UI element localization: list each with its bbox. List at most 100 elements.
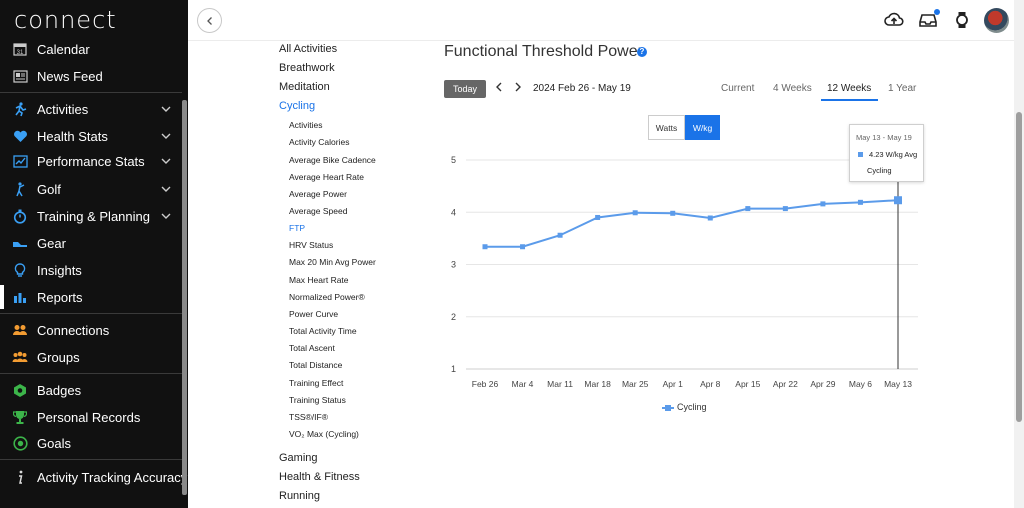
tab-1-year[interactable]: 1 Year <box>888 83 917 94</box>
active-indicator <box>0 285 4 309</box>
unit-toggle-wkg[interactable]: W/kg <box>685 115 720 140</box>
help-icon[interactable]: ? <box>637 47 647 57</box>
sidebar-item-label: Badges <box>37 382 82 398</box>
report-item[interactable]: Normalized Power® <box>289 292 365 302</box>
y-tick-label: 4 <box>451 207 456 217</box>
report-item[interactable]: TSS®/IF® <box>289 412 328 422</box>
sidebar-item-activity-tracking-accuracy[interactable]: Activity Tracking Accuracy <box>0 465 187 489</box>
sidebar-item-reports[interactable]: Reports <box>0 285 182 309</box>
x-tick-label: Apr 22 <box>773 379 798 389</box>
watch-icon <box>956 12 968 28</box>
data-point <box>820 201 826 207</box>
report-item[interactable]: Max 20 Min Avg Power <box>289 257 376 267</box>
chevron-down-icon[interactable] <box>160 210 172 222</box>
news-feed-icon <box>12 68 28 84</box>
inbox-button[interactable] <box>917 9 939 31</box>
data-point <box>557 232 563 238</box>
sidebar-item-goals[interactable]: Goals <box>0 431 182 455</box>
stopwatch-icon <box>12 208 28 224</box>
bar-chart-icon <box>12 289 28 305</box>
sidebar-item-activities[interactable]: Activities <box>0 97 182 121</box>
chart-tooltip: May 13 - May 19 4.23 W/kg Avg Cycling <box>849 124 924 182</box>
collapse-sidebar-button[interactable] <box>197 8 222 33</box>
upload-button[interactable] <box>883 9 905 31</box>
report-item[interactable]: Power Curve <box>289 309 339 319</box>
sidebar-item-training-planning[interactable]: Training & Planning <box>0 204 182 228</box>
report-item[interactable]: HRV Status <box>289 240 334 250</box>
sidebar-divider <box>0 92 182 93</box>
x-tick-label: May 6 <box>849 379 872 389</box>
main-scrollbar[interactable] <box>1014 0 1024 508</box>
sidebar-item-label: Goals <box>37 435 71 451</box>
report-item[interactable]: Average Heart Rate <box>289 172 364 182</box>
report-item[interactable]: Activity Calories <box>289 137 350 147</box>
report-item[interactable]: Total Distance <box>289 360 343 370</box>
chevron-down-icon[interactable] <box>160 103 172 115</box>
report-item[interactable]: Training Status <box>289 395 346 405</box>
main-scrollbar-thumb[interactable] <box>1016 112 1022 422</box>
report-category-cycling[interactable]: Cycling <box>279 100 316 112</box>
avatar[interactable] <box>984 8 1009 33</box>
running-figure-icon <box>12 101 28 117</box>
series-line-cycling <box>485 199 899 248</box>
report-category-health-fitness[interactable]: Health & Fitness <box>279 471 360 483</box>
sidebar-item-personal-records[interactable]: Personal Records <box>0 405 182 429</box>
sidebar-item-groups[interactable]: Groups <box>0 345 182 369</box>
sidebar-item-performance-stats[interactable]: Performance Stats <box>0 149 182 173</box>
chevron-down-icon[interactable] <box>160 183 172 195</box>
previous-period-button[interactable] <box>495 81 503 96</box>
next-period-button[interactable] <box>514 81 522 96</box>
sidebar-item-news-feed[interactable]: News Feed <box>0 64 182 88</box>
report-category-breathwork[interactable]: Breathwork <box>279 62 335 74</box>
unit-toggle-watts[interactable]: Watts <box>648 115 685 140</box>
chevron-down-icon[interactable] <box>160 155 172 167</box>
report-item[interactable]: Average Power <box>289 189 347 199</box>
report-item[interactable]: VO₂ Max (Cycling) <box>289 429 359 439</box>
report-item[interactable]: Max Heart Rate <box>289 275 349 285</box>
legend-label-cycling[interactable]: Cycling <box>677 402 707 412</box>
report-item[interactable]: Average Bike Cadence <box>289 155 376 165</box>
report-category-all-activities[interactable]: All Activities <box>279 43 338 55</box>
sidebar: connect 31 Calendar News Feed Activities <box>0 0 188 508</box>
sidebar-item-label: Calendar <box>37 41 90 57</box>
sidebar-item-health-stats[interactable]: Health Stats <box>0 124 182 148</box>
sidebar-item-gear[interactable]: Gear <box>0 231 182 255</box>
y-tick-label: 3 <box>451 260 456 270</box>
sidebar-item-insights[interactable]: Insights <box>0 258 182 282</box>
data-point <box>670 210 676 216</box>
chevron-left-icon <box>206 16 212 25</box>
tab-12-weeks[interactable]: 12 Weeks <box>827 83 872 94</box>
sidebar-divider <box>0 459 182 460</box>
report-item[interactable]: Total Activity Time <box>289 326 357 336</box>
report-category-meditation[interactable]: Meditation <box>279 81 330 93</box>
chevron-down-icon[interactable] <box>160 130 172 142</box>
report-item[interactable]: Training Effect <box>289 378 344 388</box>
sidebar-item-label: Activities <box>37 101 89 117</box>
heart-icon <box>12 128 28 144</box>
sidebar-item-label: Training & Planning <box>37 208 150 224</box>
report-item-ftp[interactable]: FTP <box>289 223 306 233</box>
report-item[interactable]: Average Speed <box>289 206 348 216</box>
groups-icon <box>12 349 28 365</box>
devices-button[interactable] <box>951 9 973 31</box>
sidebar-item-connections[interactable]: Connections <box>0 318 182 342</box>
today-button[interactable]: Today <box>444 80 486 98</box>
sidebar-item-calendar[interactable]: 31 Calendar <box>0 37 182 61</box>
sidebar-item-golf[interactable]: Golf <box>0 177 182 201</box>
tab-current[interactable]: Current <box>721 83 755 94</box>
x-tick-label: Mar 11 <box>547 379 573 389</box>
report-category-gaming[interactable]: Gaming <box>279 452 318 464</box>
report-item[interactable]: Total Ascent <box>289 343 335 353</box>
report-item[interactable]: Activities <box>289 120 323 130</box>
sidebar-item-label: Performance Stats <box>37 153 145 169</box>
lightbulb-icon <box>12 262 28 278</box>
sidebar-scrollbar[interactable] <box>182 100 187 495</box>
sidebar-item-badges[interactable]: Badges <box>0 378 182 402</box>
x-tick-label: Mar 4 <box>512 379 534 389</box>
tab-4-weeks[interactable]: 4 Weeks <box>773 83 812 94</box>
report-category-running[interactable]: Running <box>279 490 320 502</box>
topbar-divider <box>188 40 1014 41</box>
app-logo[interactable]: connect <box>14 6 117 34</box>
date-range-label: 2024 Feb 26 - May 19 <box>533 83 631 94</box>
sidebar-item-label: Personal Records <box>37 409 141 425</box>
